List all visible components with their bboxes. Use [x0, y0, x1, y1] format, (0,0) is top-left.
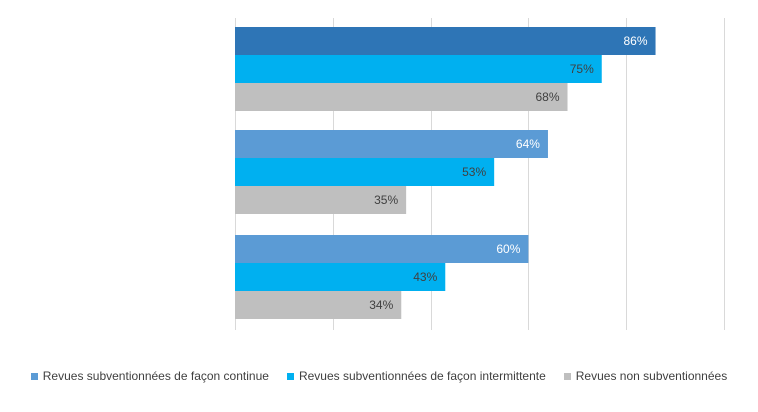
legend-item-non-subventionnees: Revues non subventionnées [563, 369, 728, 383]
legend: Revues subventionnées de façon continue … [0, 366, 758, 386]
data-labels: 86% 64% 60% 75% 53% 43% 68% 35% 34% [369, 34, 648, 312]
legend-label: Revues subventionnées de façon continue [42, 369, 269, 383]
bar [235, 186, 407, 214]
bar [235, 263, 446, 291]
legend-swatch [563, 372, 571, 380]
data-label: 75% [570, 62, 594, 76]
data-label: 53% [462, 165, 486, 179]
data-label: 68% [535, 90, 559, 104]
data-label: 35% [374, 193, 398, 207]
bar [235, 27, 656, 55]
data-label: 86% [624, 34, 648, 48]
legend-swatch [30, 372, 38, 380]
data-label: 34% [369, 298, 393, 312]
legend-item-intermittente: Revues subventionnées de façon intermitt… [286, 369, 546, 383]
bars [235, 27, 656, 319]
bar [235, 130, 548, 158]
bar [235, 55, 602, 83]
bar [235, 158, 495, 186]
legend-label: Revues non subventionnées [575, 369, 728, 383]
legend-swatch [286, 372, 294, 380]
data-label: 64% [516, 137, 540, 151]
legend-item-continue: Revues subventionnées de façon continue [30, 369, 269, 383]
legend-label: Revues subventionnées de façon intermitt… [298, 369, 546, 383]
bar [235, 291, 402, 319]
bar [235, 83, 568, 111]
bar [235, 235, 529, 263]
data-label: 60% [496, 242, 520, 256]
data-label: 43% [413, 270, 437, 284]
